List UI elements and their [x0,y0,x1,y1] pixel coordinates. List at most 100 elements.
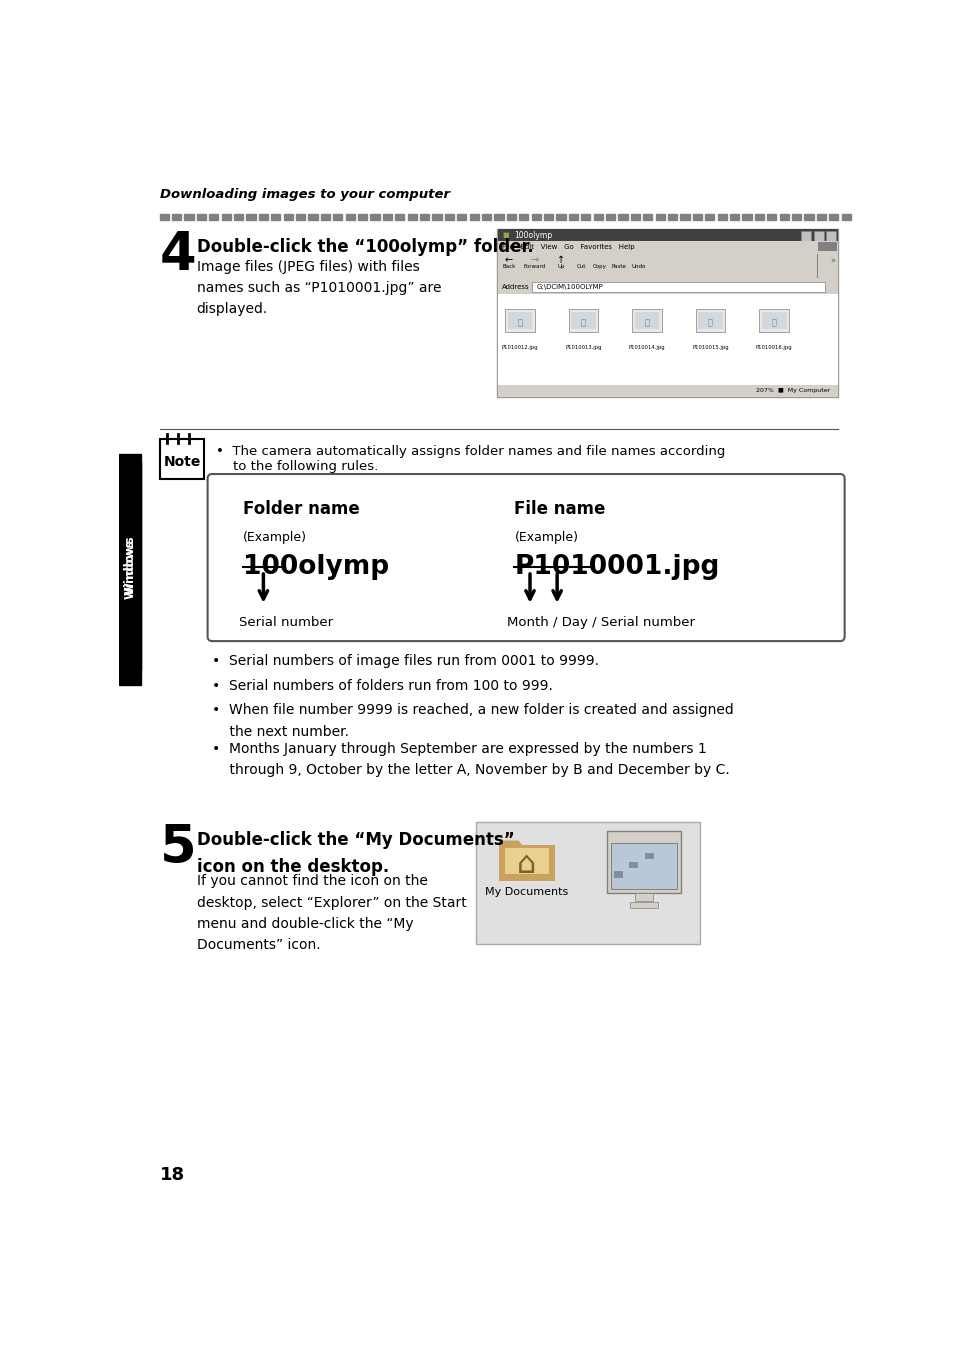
Bar [432,214,441,221]
Bar [295,214,305,221]
Text: Up: Up [557,264,564,269]
Bar [629,902,658,908]
Bar [497,280,837,293]
Text: Cut: Cut [576,264,585,269]
Text: Double-click the “100olymp” folder.: Double-click the “100olymp” folder. [196,238,533,257]
Bar [345,214,355,221]
Text: P1010013.jpg: P1010013.jpg [564,344,601,350]
Bar [184,214,193,221]
Bar [506,214,516,221]
Bar [766,214,776,221]
Bar [357,214,367,221]
Text: ■: ■ [501,233,508,238]
Bar [695,309,724,332]
Bar [497,293,837,385]
Bar [704,214,714,221]
Text: ⛰: ⛰ [644,319,649,328]
Bar [159,438,204,479]
Bar [634,893,653,901]
Text: Downloading images to your computer: Downloading images to your computer [159,188,449,202]
Bar [568,309,598,332]
Text: G:\DCIM\100OLYMP: G:\DCIM\100OLYMP [536,284,602,291]
Text: ⛰: ⛰ [580,319,585,328]
Bar [692,214,701,221]
Bar [607,831,680,893]
Bar [801,231,810,241]
Text: If you cannot find the icon on the
desktop, select “Explorer” on the Start
menu : If you cannot find the icon on the deskt… [196,874,466,952]
Bar [828,214,838,221]
Bar [497,242,837,253]
Text: Address: Address [501,284,529,291]
Text: P1010015.jpg: P1010015.jpg [692,344,728,350]
Bar [407,214,416,221]
Text: 207%  ■  My Computer: 207% ■ My Computer [756,389,830,393]
Bar [507,312,532,330]
Text: Image files (JPEG files) with files
names such as “P1010001.jpg” are
displayed.: Image files (JPEG files) with files name… [196,260,441,316]
Bar [813,231,822,241]
Bar [221,214,231,221]
Text: ⌂: ⌂ [517,850,536,878]
Bar [642,214,652,221]
Text: ⛰: ⛰ [771,319,776,328]
Text: Copy: Copy [592,264,606,269]
Bar [605,214,615,221]
Bar [803,214,813,221]
Bar [271,214,280,221]
Bar [629,862,638,869]
Bar [283,214,293,221]
Bar [119,455,141,685]
Bar [159,214,169,221]
Text: →: → [530,256,538,265]
Bar [505,849,548,874]
Bar [818,242,836,252]
Text: 100olymp: 100olymp [243,554,389,580]
Text: 4: 4 [159,229,196,281]
Text: •  Serial numbers of folders run from 100 to 999.: • Serial numbers of folders run from 100… [212,679,553,693]
Text: Back: Back [502,264,516,269]
Text: My Documents: My Documents [485,886,568,897]
Text: Month / Day / Serial number: Month / Day / Serial number [506,616,694,628]
Text: P1010012.jpg: P1010012.jpg [501,344,537,350]
Bar [568,214,578,221]
Bar [571,312,596,330]
Text: »: » [830,257,835,266]
Bar [209,214,218,221]
Bar [698,312,722,330]
Bar [556,214,565,221]
Text: •  When file number 9999 is reached, a new folder is created and assigned
    th: • When file number 9999 is reached, a ne… [212,703,733,738]
Bar [791,214,801,221]
Text: (Example): (Example) [243,531,307,543]
Bar [816,214,825,221]
Text: Note: Note [163,456,200,469]
Bar [246,214,255,221]
Bar [308,214,317,221]
Bar [196,214,206,221]
Text: Windows: Windows [124,539,136,600]
Bar [759,309,788,332]
Bar [497,253,837,280]
Text: 100olymp: 100olymp [514,231,552,239]
Bar [580,214,590,221]
Bar [632,309,661,332]
Text: ⛰: ⛰ [707,319,712,328]
Bar [667,214,677,221]
Bar [593,214,602,221]
Text: Windows: Windows [124,535,136,596]
Bar [382,214,392,221]
Bar [456,214,466,221]
Text: (Example): (Example) [514,531,578,543]
Bar [258,214,268,221]
Bar [469,214,478,221]
Polygon shape [498,841,555,845]
Bar [729,214,739,221]
Bar [172,214,181,221]
FancyBboxPatch shape [208,473,843,642]
Bar [618,214,627,221]
Bar [370,214,379,221]
Text: ←: ← [504,256,513,265]
Bar [717,214,726,221]
Bar [543,214,553,221]
Bar [395,214,404,221]
Bar [741,214,751,221]
Text: 18: 18 [159,1166,185,1184]
